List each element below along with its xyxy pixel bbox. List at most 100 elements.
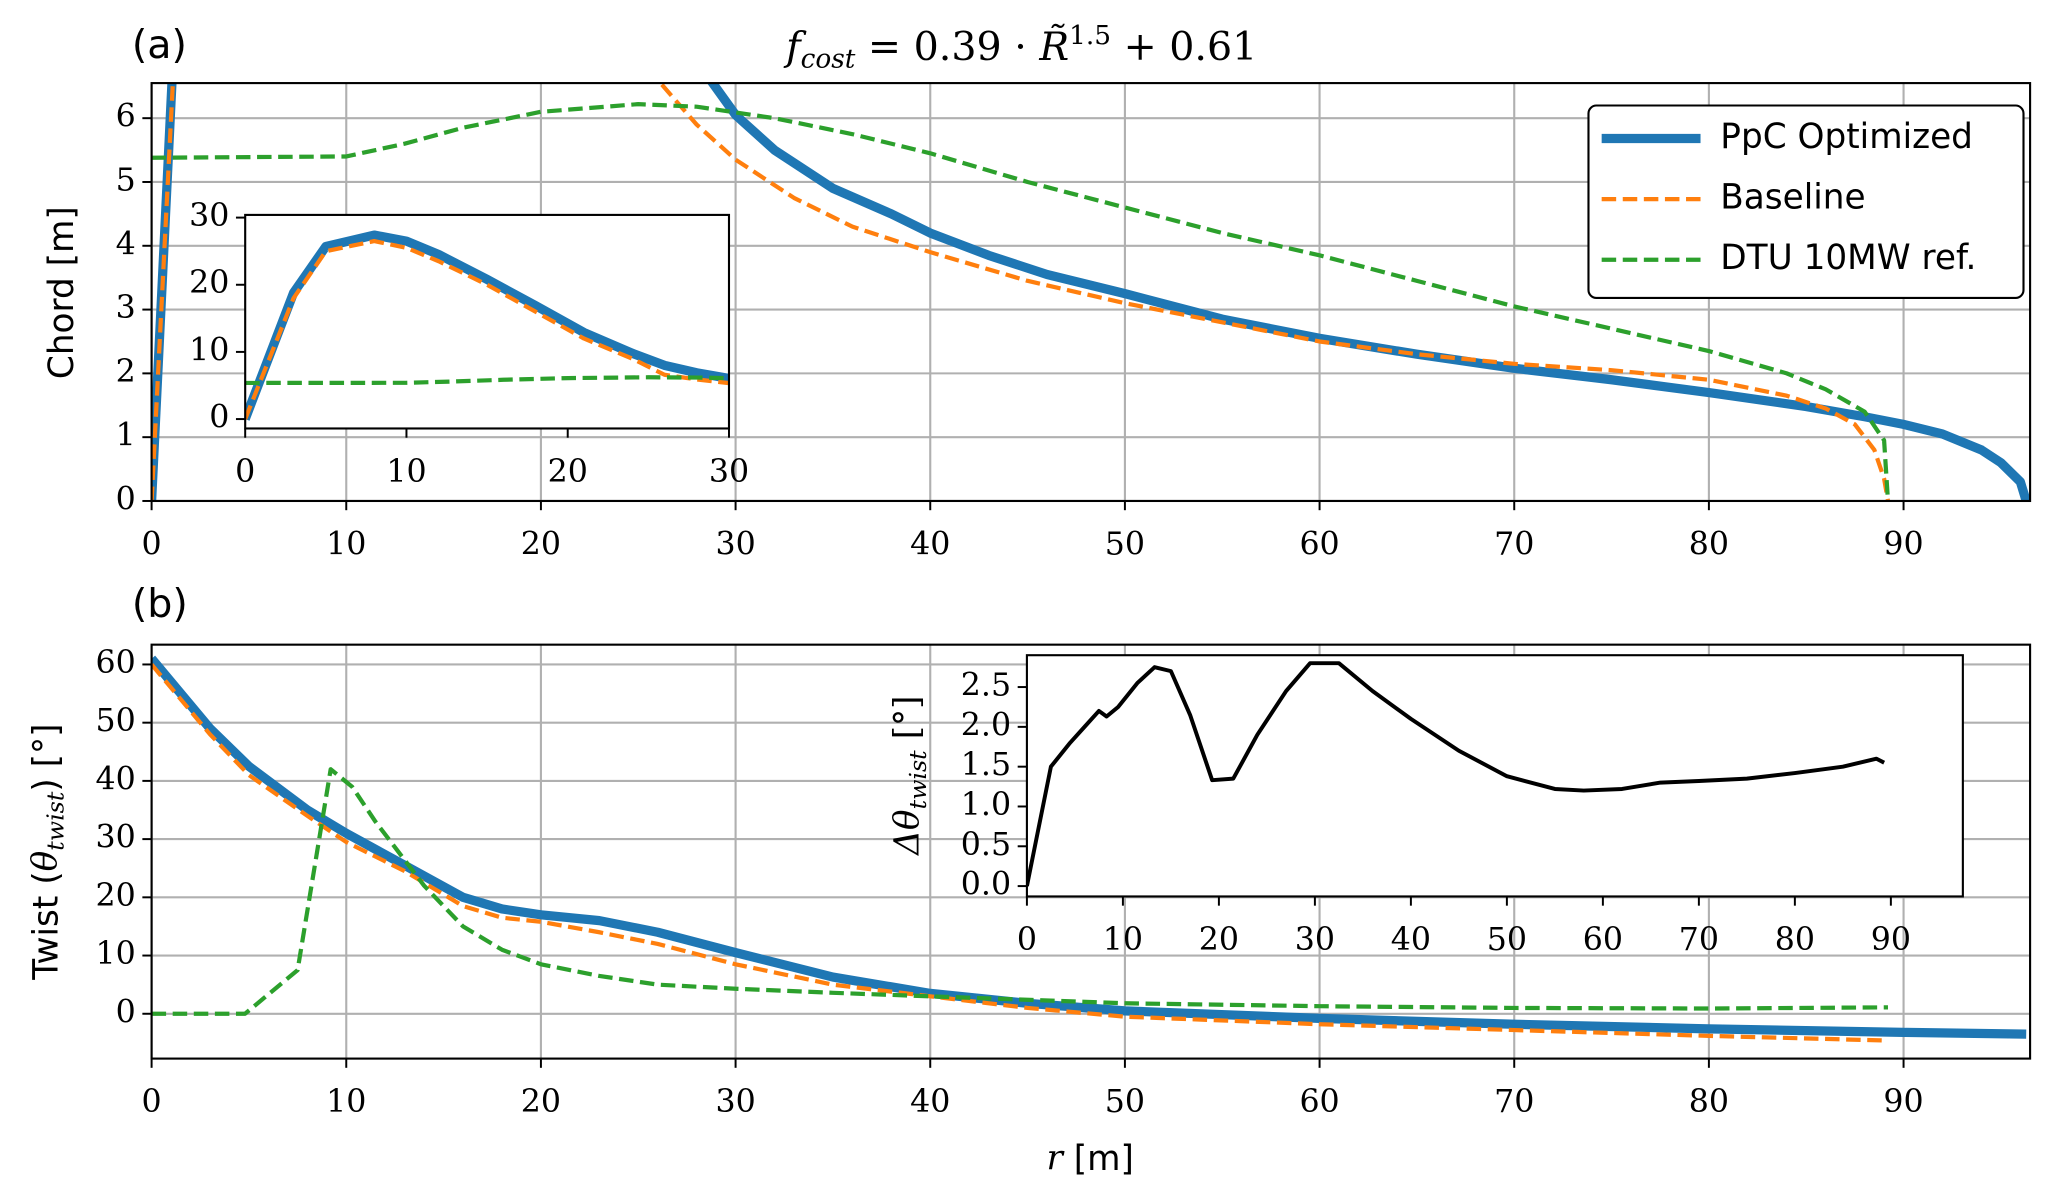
series-line <box>1026 661 1886 887</box>
x-tick-label: 0 <box>1017 922 1037 958</box>
y-axis-label-part: θ <box>25 850 65 871</box>
y-axis-label-part: twist <box>903 750 931 810</box>
y-tick-label: 2.5 <box>961 668 1011 704</box>
x-tick-label: 40 <box>910 1084 950 1120</box>
y-tick-label: 6 <box>116 99 136 135</box>
y-tick-label: 30 <box>189 198 229 234</box>
series-line <box>151 102 1891 501</box>
x-tick-label: 20 <box>1199 922 1239 958</box>
x-tick-label: 30 <box>709 454 749 490</box>
y-tick-label: 0.0 <box>961 867 1011 903</box>
legend-label: DTU 10MW ref. <box>1720 238 1976 278</box>
x-tick-label: 0 <box>142 1084 162 1120</box>
x-tick-label: 0 <box>142 526 162 562</box>
series-line <box>245 238 729 420</box>
x-tick-label: 70 <box>1494 1084 1534 1120</box>
chart-title-part: = 0.39 · <box>855 24 1039 70</box>
x-tick-label: 10 <box>326 526 366 562</box>
y-axis-label-part: [°] <box>888 696 928 751</box>
y-axis-label: Twist (θtwist) [°] <box>25 723 69 980</box>
axes-frame <box>244 213 731 430</box>
y-axis-label: Δθtwist [°] <box>888 696 932 857</box>
axes-frame <box>150 643 2032 1060</box>
y-tick-label: 60 <box>96 645 136 681</box>
x-tick-label: 50 <box>1105 1084 1145 1120</box>
y-tick-label: 1.5 <box>961 747 1011 783</box>
x-tick-label: 20 <box>548 454 588 490</box>
series-line <box>151 767 1888 1016</box>
y-tick-label: 30 <box>96 820 136 856</box>
y-tick-label: 10 <box>96 936 136 972</box>
legend-label: PpC Optimized <box>1720 117 1973 157</box>
y-tick-label: 0 <box>209 400 229 436</box>
x-tick-label: 50 <box>1105 526 1145 562</box>
chart-title: fcost = 0.39 · R̃1.5 + 0.61 <box>783 21 1257 75</box>
x-tick-label: 80 <box>1775 922 1815 958</box>
chart-title-part: cost <box>801 45 856 75</box>
x-tick-label: 50 <box>1487 922 1527 958</box>
x-tick-label: 60 <box>1583 922 1623 958</box>
y-tick-label: 2.0 <box>961 707 1011 743</box>
x-tick-label: 10 <box>326 1084 366 1120</box>
x-axis-label-part: [m] <box>1063 1139 1134 1179</box>
y-tick-label: 20 <box>189 265 229 301</box>
panel-label: (a) <box>132 22 187 68</box>
series-line <box>245 230 729 421</box>
series-line <box>151 655 2027 1039</box>
axes-background <box>1026 655 1963 897</box>
axes-frame <box>1025 654 1964 898</box>
y-tick-label: 3 <box>116 290 136 326</box>
panel-label: (b) <box>132 581 188 627</box>
x-tick-label: 60 <box>1299 1084 1339 1120</box>
y-tick-label: 0 <box>116 481 136 517</box>
chart-title-part: 1.5 <box>1069 21 1111 51</box>
x-axis-label: r [m] <box>1046 1138 1133 1179</box>
x-tick-label: 60 <box>1299 526 1339 562</box>
y-tick-label: 1.0 <box>961 787 1011 823</box>
x-tick-label: 90 <box>1883 1084 1923 1120</box>
x-tick-label: 0 <box>235 454 255 490</box>
x-axis-label-part: r <box>1046 1138 1065 1178</box>
x-tick-label: 40 <box>1391 922 1431 958</box>
x-tick-label: 30 <box>715 526 755 562</box>
legend-box <box>1587 104 2025 300</box>
y-tick-label: 10 <box>189 332 229 368</box>
x-tick-label: 70 <box>1494 526 1534 562</box>
y-tick-label: 0 <box>116 994 136 1030</box>
chart-title-part: R̃ <box>1038 23 1069 70</box>
legend-label: Baseline <box>1720 178 1865 218</box>
x-tick-label: 20 <box>521 526 561 562</box>
x-tick-label: 10 <box>386 454 426 490</box>
axes-frame <box>150 82 2032 503</box>
x-tick-label: 30 <box>715 1084 755 1120</box>
y-tick-label: 1 <box>116 418 136 454</box>
x-tick-label: 80 <box>1689 526 1729 562</box>
series-line <box>245 375 729 386</box>
series-line <box>151 663 1889 1043</box>
x-tick-label: 70 <box>1679 922 1719 958</box>
chart-title-part: + 0.61 <box>1111 24 1257 70</box>
y-tick-label: 2 <box>116 354 136 390</box>
x-tick-label: 90 <box>1871 922 1911 958</box>
y-tick-label: 4 <box>116 226 136 262</box>
y-tick-label: 20 <box>96 878 136 914</box>
y-axis-label: Chord [m] <box>42 206 82 379</box>
y-axis-label-part: ) [°] <box>26 723 66 791</box>
y-tick-label: 40 <box>96 761 136 797</box>
y-tick-label: 0.5 <box>961 827 1011 863</box>
x-tick-label: 20 <box>521 1084 561 1120</box>
y-axis-label-part: twist <box>41 791 69 851</box>
x-tick-label: 10 <box>1103 922 1143 958</box>
x-tick-label: 40 <box>910 526 950 562</box>
y-axis-label-part: Twist ( <box>26 871 66 980</box>
x-tick-label: 30 <box>1295 922 1335 958</box>
y-tick-label: 5 <box>116 162 136 198</box>
series-line <box>151 83 1891 501</box>
y-axis-label-part: Δθ <box>888 809 928 857</box>
axes-background <box>245 214 729 429</box>
x-tick-label: 90 <box>1883 526 1923 562</box>
series-line <box>151 83 2031 501</box>
x-tick-label: 80 <box>1689 1084 1729 1120</box>
y-tick-label: 50 <box>96 703 136 739</box>
